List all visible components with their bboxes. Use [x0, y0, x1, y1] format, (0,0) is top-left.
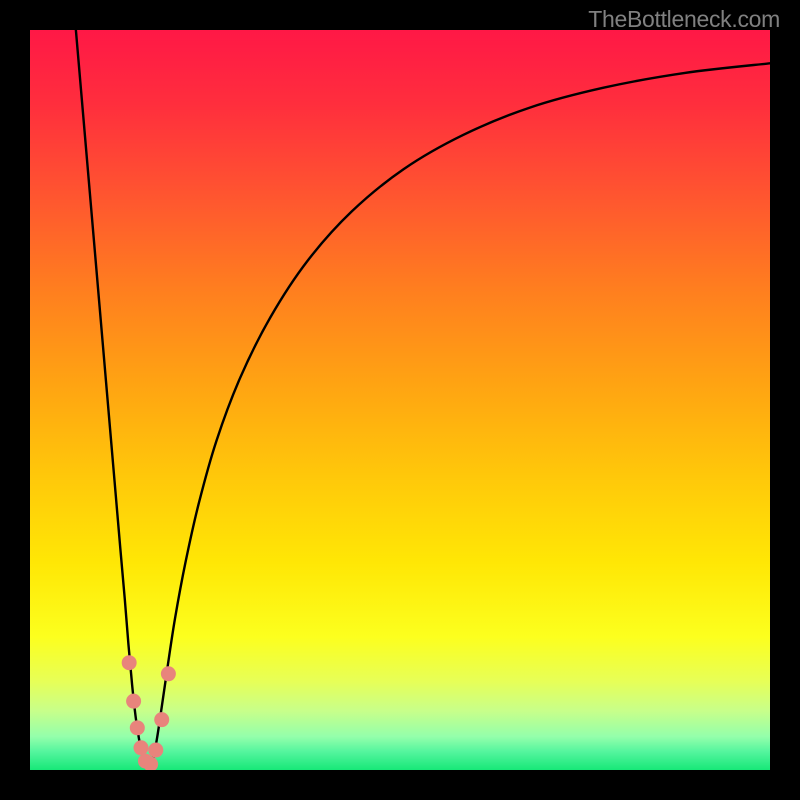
marker-point — [130, 720, 145, 735]
marker-point — [161, 666, 176, 681]
marker-point — [154, 712, 169, 727]
marker-point — [126, 694, 141, 709]
chart-container: TheBottleneck.com — [0, 0, 800, 800]
bottleneck-chart — [0, 0, 800, 800]
marker-point — [122, 655, 137, 670]
marker-point — [143, 757, 158, 772]
gradient-background — [30, 30, 770, 770]
marker-point — [134, 740, 149, 755]
marker-point — [148, 743, 163, 758]
watermark-text: TheBottleneck.com — [588, 6, 780, 33]
